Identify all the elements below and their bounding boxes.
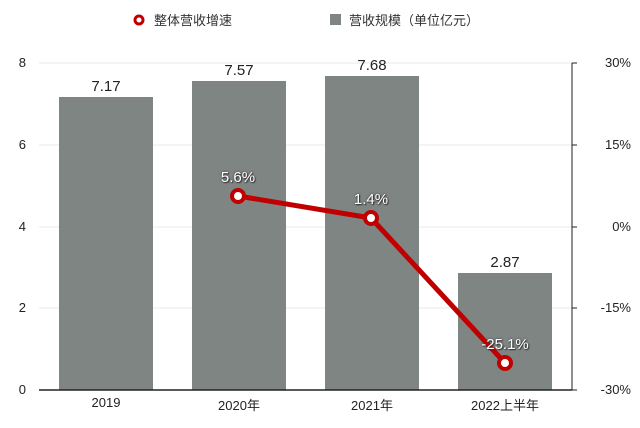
bar-2022h1 [458,273,552,390]
bar-swatch-icon [330,14,341,25]
right-tick-neg15: -15% [600,300,631,315]
bar-label-2022h1: 2.87 [490,254,520,271]
bar-label-2021: 7.68 [357,57,387,74]
x-label-2021: 2021年 [351,398,393,413]
point-label-2020: 5.6% [220,169,256,186]
left-tick-6: 6 [18,137,26,152]
bar-label-2019: 7.17 [91,78,121,95]
growth-markers [230,188,513,371]
legend-label-revenue: 营收规模（单位亿元） [349,13,480,28]
bar-2019 [59,97,153,390]
left-tick-8: 8 [18,55,26,70]
legend: 整体营收增速 营收规模（单位亿元） [0,8,640,28]
legend-item-growth: 整体营收增速 [132,10,232,29]
legend-label-growth: 整体营收增速 [154,13,233,28]
right-tick-0: 0% [612,219,631,234]
bar-2021 [325,76,419,390]
bar-2020 [192,81,286,390]
legend-item-revenue: 营收规模（单位亿元） [330,10,479,29]
point-label-2021: 1.4% [353,191,389,208]
right-axis-ticks [572,62,577,391]
x-label-2019: 2019 [91,395,121,410]
left-tick-2: 2 [18,300,26,315]
bars [59,76,552,390]
left-tick-0: 0 [18,382,26,397]
right-tick-15: 15% [604,137,631,152]
bar-label-2020: 7.57 [224,62,254,79]
x-label-2022h1: 2022上半年 [471,398,539,413]
point-label-2022h1: -25.1% [481,336,529,353]
x-label-2020: 2020年 [218,398,260,413]
right-tick-30: 30% [604,55,631,70]
line-marker-icon [132,13,146,27]
right-tick-neg30: -30% [600,382,631,397]
left-tick-4: 4 [18,219,26,234]
